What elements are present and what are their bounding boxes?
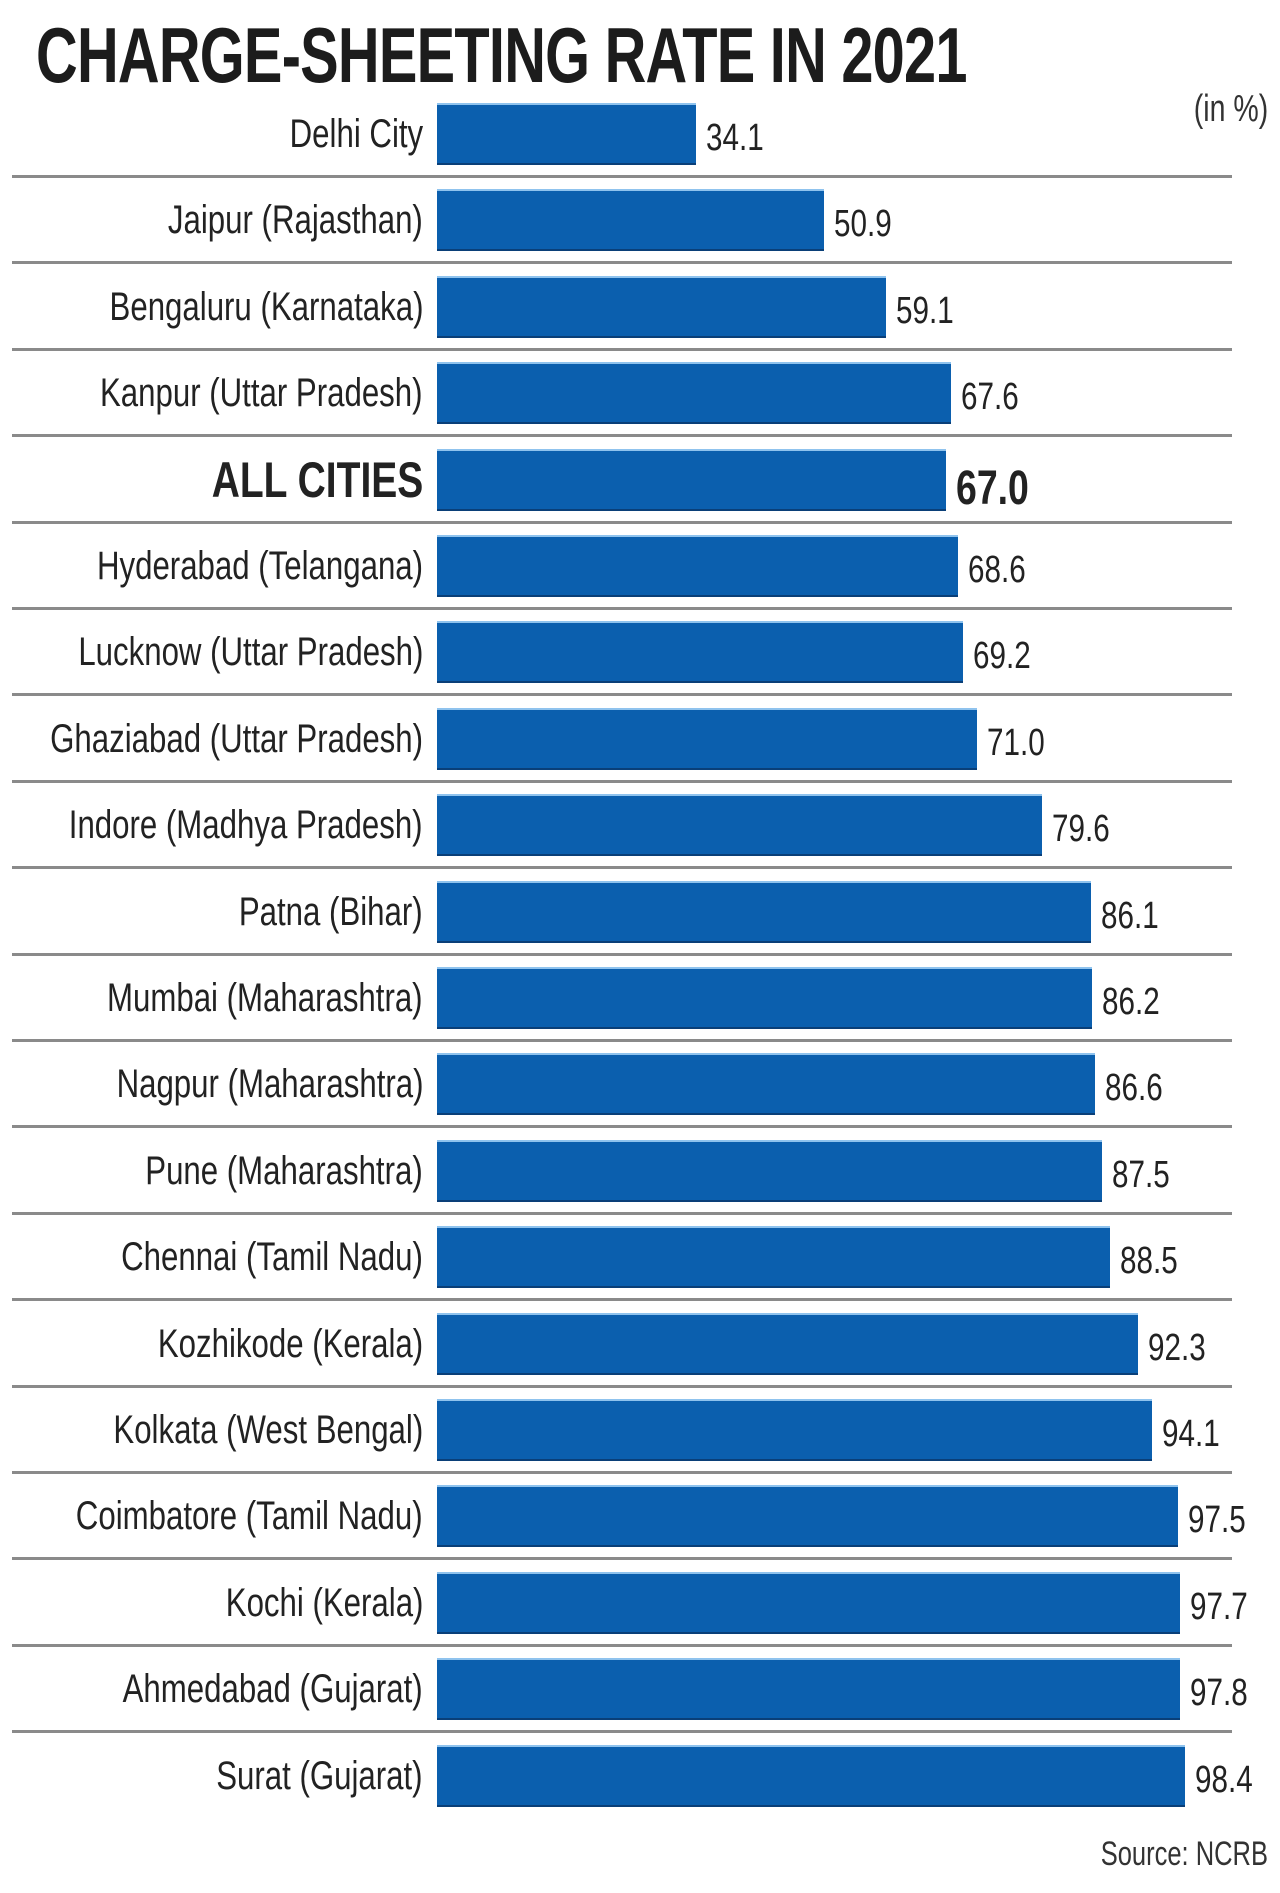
value-label: 88.5 <box>1119 1240 1178 1283</box>
row-divider <box>12 952 1232 956</box>
bar <box>437 362 951 425</box>
value-label: 69.2 <box>972 635 1031 678</box>
row-divider <box>12 779 1232 783</box>
category-label: Pune (Maharashtra) <box>145 1148 423 1193</box>
value-label: 98.4 <box>1194 1758 1253 1801</box>
value-label: 97.8 <box>1190 1672 1248 1715</box>
row-divider <box>12 1384 1232 1388</box>
row-divider <box>12 693 1232 697</box>
value-label: 79.6 <box>1051 808 1110 851</box>
bar <box>437 535 959 597</box>
bar <box>437 967 1093 1029</box>
row-divider <box>12 1557 1232 1561</box>
row-divider <box>12 1471 1232 1474</box>
bar <box>437 1226 1110 1289</box>
category-label: Lucknow (Uttar Pradesh) <box>77 630 423 675</box>
bar <box>437 1312 1139 1375</box>
bar <box>437 1399 1153 1461</box>
value-label: 94.1 <box>1162 1413 1220 1455</box>
chart-title: CHARGE-SHEETING RATE IN 2021 <box>36 11 967 99</box>
bar <box>437 189 824 252</box>
value-label: 67.0 <box>956 461 1030 515</box>
row-divider <box>12 175 1232 178</box>
bar <box>437 794 1042 857</box>
bar <box>437 1571 1180 1634</box>
bar <box>437 707 977 770</box>
row-divider <box>12 434 1232 438</box>
row-divider <box>12 520 1232 524</box>
row-divider <box>12 1643 1232 1647</box>
category-label: Jaipur (Rajasthan) <box>168 198 423 243</box>
value-label: 50.9 <box>833 203 892 246</box>
bar <box>437 1744 1185 1807</box>
category-label: Kochi (Kerala) <box>225 1580 423 1625</box>
category-label: ALL CITIES <box>211 451 423 508</box>
bar <box>437 448 947 511</box>
value-label: 97.7 <box>1189 1585 1248 1628</box>
category-label: Indore (Madhya Pradesh) <box>69 803 423 848</box>
row-divider <box>12 1298 1232 1302</box>
category-label: Chennai (Tamil Nadu) <box>121 1235 423 1280</box>
value-label: 92.3 <box>1148 1326 1207 1369</box>
bar <box>437 1658 1181 1721</box>
value-label: 34.1 <box>706 117 764 159</box>
category-label: Patna (Bihar) <box>239 889 423 934</box>
source-note: Source: NCRB <box>1100 1835 1268 1873</box>
row-divider <box>12 261 1232 265</box>
category-label: Coimbatore (Tamil Nadu) <box>76 1494 423 1539</box>
row-divider <box>12 1730 1232 1734</box>
category-label: Delhi City <box>289 112 423 156</box>
value-label: 68.6 <box>968 549 1027 591</box>
bar <box>437 103 697 165</box>
category-label: Kanpur (Uttar Pradesh) <box>100 371 423 416</box>
value-label: 87.5 <box>1112 1153 1170 1196</box>
row-divider <box>12 607 1232 610</box>
category-label: Ahmedabad (Gujarat) <box>122 1667 423 1712</box>
bar <box>437 1485 1178 1548</box>
category-label: Surat (Gujarat) <box>216 1753 423 1798</box>
row-divider <box>12 1125 1232 1129</box>
category-label: Kozhikode (Kerala) <box>157 1321 423 1366</box>
bar <box>437 275 887 338</box>
category-label: Hyderabad (Telangana) <box>96 544 423 588</box>
unit-label: (in %) <box>1193 88 1268 130</box>
row-divider <box>12 347 1232 351</box>
category-label: Bengaluru (Karnataka) <box>109 284 423 329</box>
category-label: Ghaziabad (Uttar Pradesh) <box>50 716 423 761</box>
row-divider <box>12 1211 1232 1215</box>
category-label: Kolkata (West Bengal) <box>113 1408 423 1452</box>
value-label: 86.2 <box>1102 981 1160 1023</box>
value-label: 97.5 <box>1188 1499 1246 1542</box>
category-label: Mumbai (Maharashtra) <box>107 976 423 1020</box>
bar <box>437 1053 1096 1116</box>
value-label: 86.1 <box>1101 894 1160 937</box>
row-divider <box>12 866 1232 870</box>
bar <box>437 1139 1102 1202</box>
value-label: 71.0 <box>986 721 1045 764</box>
bar <box>437 880 1092 943</box>
value-label: 59.1 <box>896 289 954 332</box>
row-divider <box>12 1039 1232 1042</box>
value-label: 86.6 <box>1105 1067 1163 1110</box>
value-label: 67.6 <box>960 376 1019 419</box>
bar <box>437 621 963 684</box>
category-label: Nagpur (Maharashtra) <box>116 1062 423 1107</box>
